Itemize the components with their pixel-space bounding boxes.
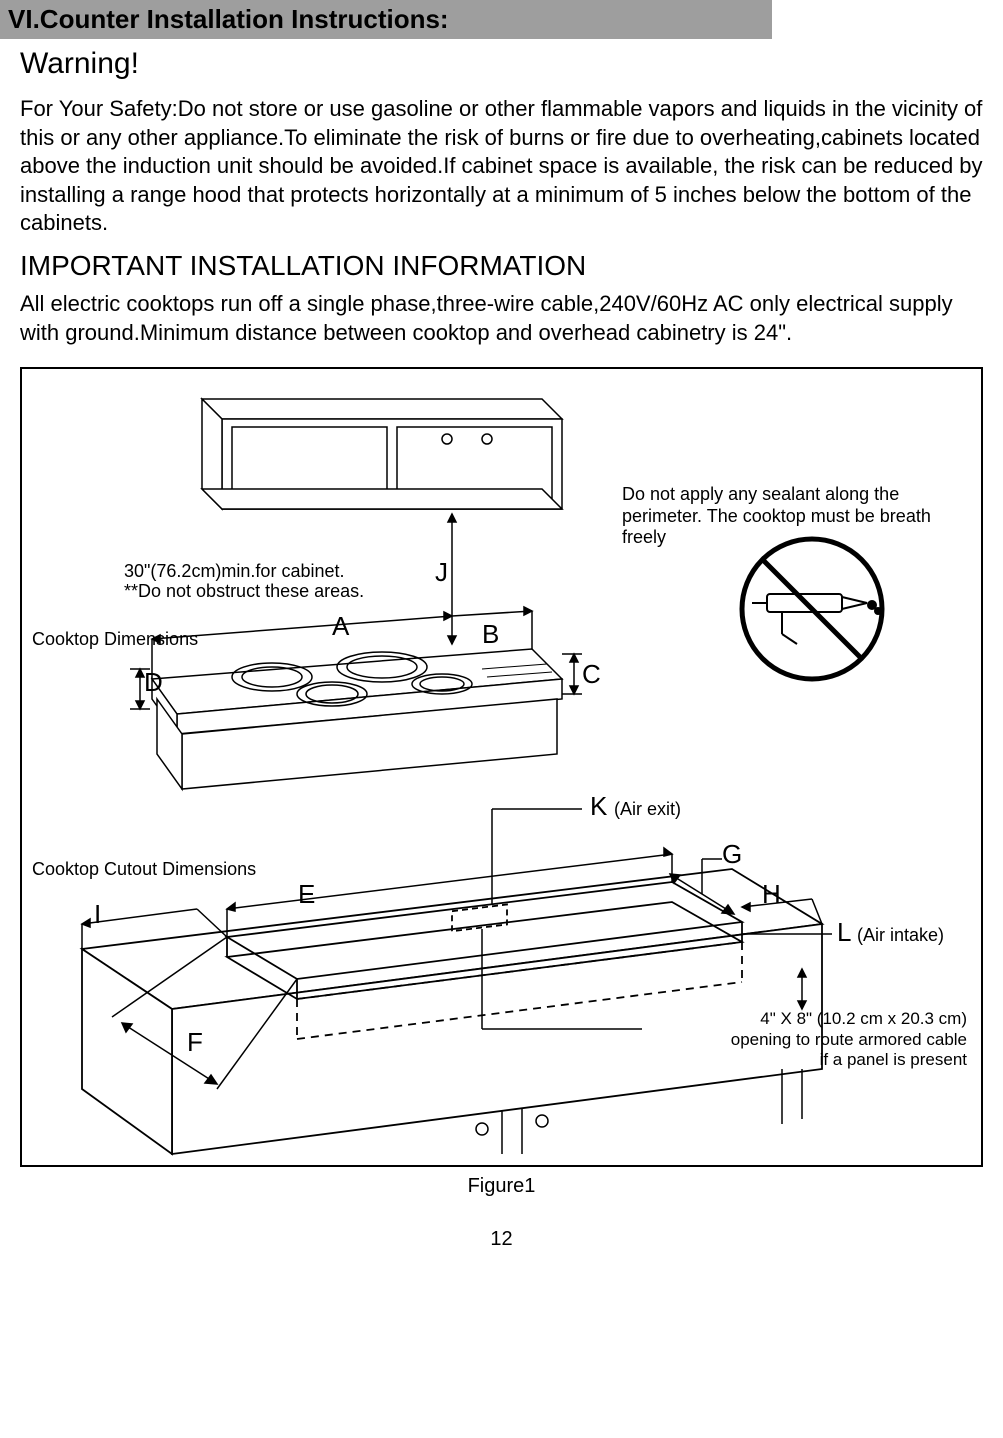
label-c: C bbox=[582, 659, 601, 690]
page-number: 12 bbox=[20, 1228, 983, 1251]
figure-container: Do not apply any sealant along the perim… bbox=[20, 367, 983, 1167]
opening-line-3: if a panel is present bbox=[647, 1050, 967, 1070]
label-k: K bbox=[590, 791, 607, 822]
label-g: G bbox=[722, 839, 742, 870]
label-b: B bbox=[482, 619, 499, 650]
label-f: F bbox=[187, 1027, 203, 1058]
warning-text: For Your Safety:Do not store or use gaso… bbox=[20, 95, 983, 238]
air-intake-label: (Air intake) bbox=[857, 925, 944, 946]
cabinet-note-1: 30"(76.2cm)min.for cabinet. bbox=[124, 561, 344, 583]
cabinet-note-2: **Do not obstruct these areas. bbox=[124, 581, 364, 603]
label-j: J bbox=[435, 557, 448, 588]
opening-line-2: opening to route armored cable bbox=[647, 1030, 967, 1050]
sealant-note: Do not apply any sealant along the perim… bbox=[622, 484, 962, 549]
label-i: I bbox=[94, 899, 101, 930]
section-header: VI.Counter Installation Instructions: bbox=[0, 0, 772, 39]
label-e: E bbox=[298, 879, 315, 910]
opening-line-1: 4" X 8" (10.2 cm x 20.3 cm) bbox=[647, 1009, 967, 1029]
cutout-dimensions-label: Cooktop Cutout Dimensions bbox=[32, 859, 256, 881]
label-h: H bbox=[762, 879, 781, 910]
label-d: D bbox=[144, 667, 163, 698]
content-area: Warning! For Your Safety:Do not store or… bbox=[0, 47, 1003, 1251]
important-heading: IMPORTANT INSTALLATION INFORMATION bbox=[20, 250, 983, 282]
warning-title: Warning! bbox=[20, 47, 983, 81]
important-text: All electric cooktops run off a single p… bbox=[20, 290, 983, 347]
section-title: VI.Counter Installation Instructions: bbox=[8, 4, 764, 35]
label-a: A bbox=[332, 611, 349, 642]
label-l: L bbox=[837, 917, 851, 948]
cooktop-dimensions-label: Cooktop Dimensions bbox=[32, 629, 198, 651]
figure-caption: Figure1 bbox=[20, 1175, 983, 1198]
air-exit-label: (Air exit) bbox=[614, 799, 681, 820]
